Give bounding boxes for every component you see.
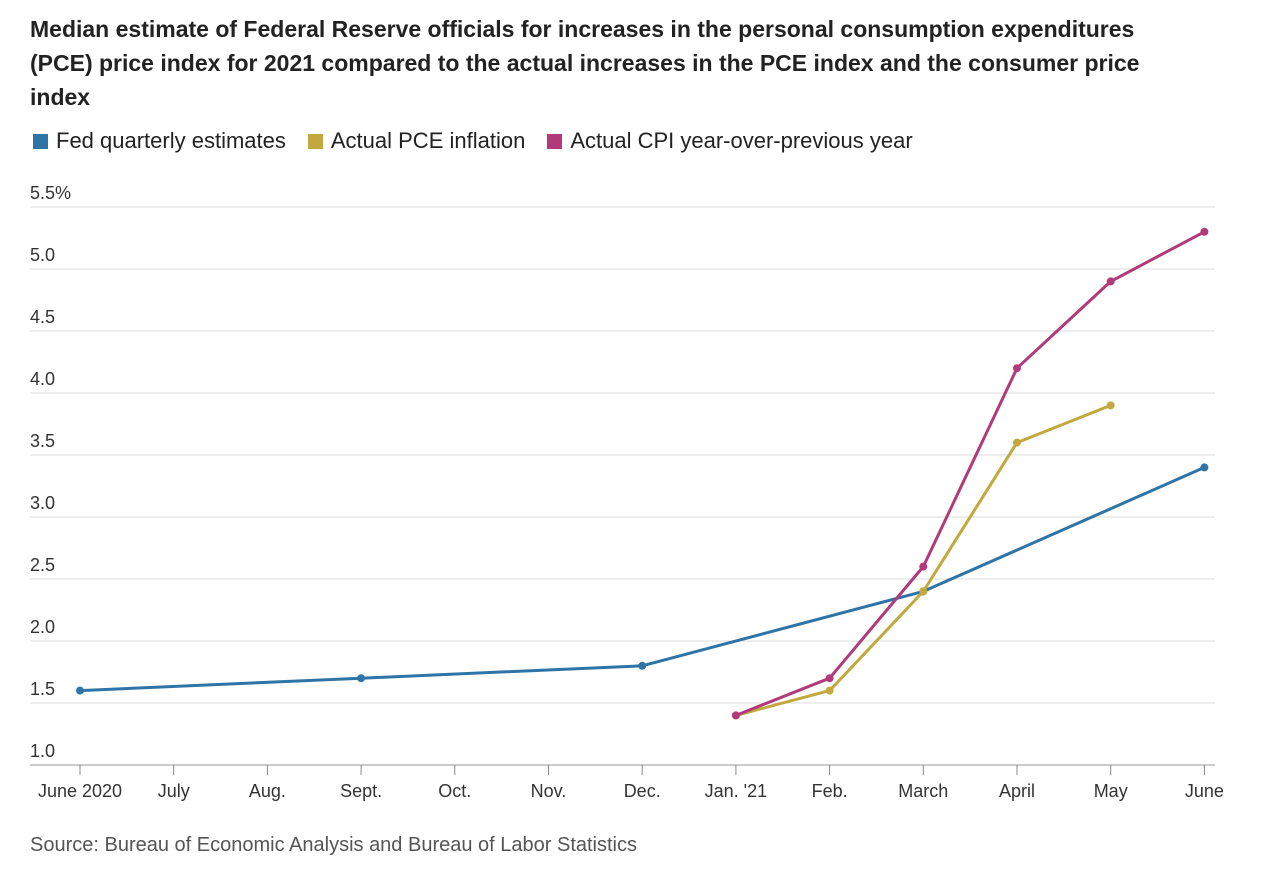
legend-label-pce: Actual PCE inflation — [330, 128, 526, 153]
legend-item-fed: Fed quarterly estimates — [33, 128, 286, 154]
data-point — [1013, 438, 1021, 447]
y-tick-label: 4.0 — [30, 369, 55, 389]
legend-label-fed: Fed quarterly estimates — [56, 128, 286, 153]
data-point — [1200, 227, 1209, 236]
data-point — [825, 686, 834, 695]
x-tick-label: Nov. — [531, 781, 567, 801]
data-point — [1106, 401, 1115, 410]
chart-title: Median estimate of Federal Reserve offic… — [30, 16, 1140, 110]
data-point — [919, 587, 928, 596]
x-tick-label: Jan. '21 — [705, 781, 767, 801]
data-point — [1200, 463, 1209, 472]
x-tick-label: Sept. — [340, 781, 382, 801]
line-chart: 1.0 1.5 2.0 2.5 3.0 3.5 4.0 4.5 5.0 5.5% June 2020… — [30, 183, 1224, 801]
data-point — [731, 711, 740, 720]
y-tick-label: 3.5 — [30, 431, 55, 451]
x-tick-label: Dec. — [624, 781, 661, 801]
data-point — [76, 686, 84, 695]
legend-item-cpi: Actual CPI year-over-previous year — [547, 128, 913, 154]
data-point — [825, 674, 834, 683]
series-line — [734, 403, 1113, 717]
legend-item-pce: Actual PCE inflation — [307, 128, 526, 154]
series-line — [734, 230, 1206, 717]
legend-label-cpi: Actual CPI year-over-previous year — [570, 128, 913, 153]
data-point — [1013, 364, 1021, 373]
data-point — [1106, 277, 1115, 286]
source-note: Source: Bureau of Economic Analysis and … — [30, 834, 638, 856]
x-tick-label: Feb. — [812, 781, 848, 801]
x-tick-label: Oct. — [438, 781, 471, 801]
y-tick-label: 4.5 — [30, 307, 55, 327]
x-tick-label: May — [1094, 781, 1128, 801]
legend-swatch-cpi — [547, 133, 563, 149]
x-tick-label: April — [999, 781, 1035, 801]
y-tick-label: 5.0 — [30, 245, 55, 265]
legend-swatch-fed — [33, 133, 48, 149]
y-tick-label: 2.5 — [30, 555, 55, 575]
legend-swatch-pce — [307, 133, 323, 149]
x-tick-label: March — [898, 781, 948, 801]
data-point — [357, 674, 366, 683]
y-tick-label: 1.0 — [30, 741, 55, 761]
legend: Fed quarterly estimates Actual PCE infla… — [33, 128, 913, 154]
data-point — [638, 661, 647, 670]
x-tick-label: July — [158, 781, 190, 801]
y-tick-label: 5.5% — [30, 183, 71, 203]
data-point — [919, 562, 928, 571]
y-tick-label: 2.0 — [30, 617, 55, 637]
y-tick-label: 1.5 — [30, 679, 55, 699]
x-tick-label: Aug. — [249, 781, 286, 801]
x-tick-label: June — [1185, 781, 1224, 801]
x-tick-label: June 2020 — [38, 781, 122, 801]
y-tick-label: 3.0 — [30, 493, 55, 513]
